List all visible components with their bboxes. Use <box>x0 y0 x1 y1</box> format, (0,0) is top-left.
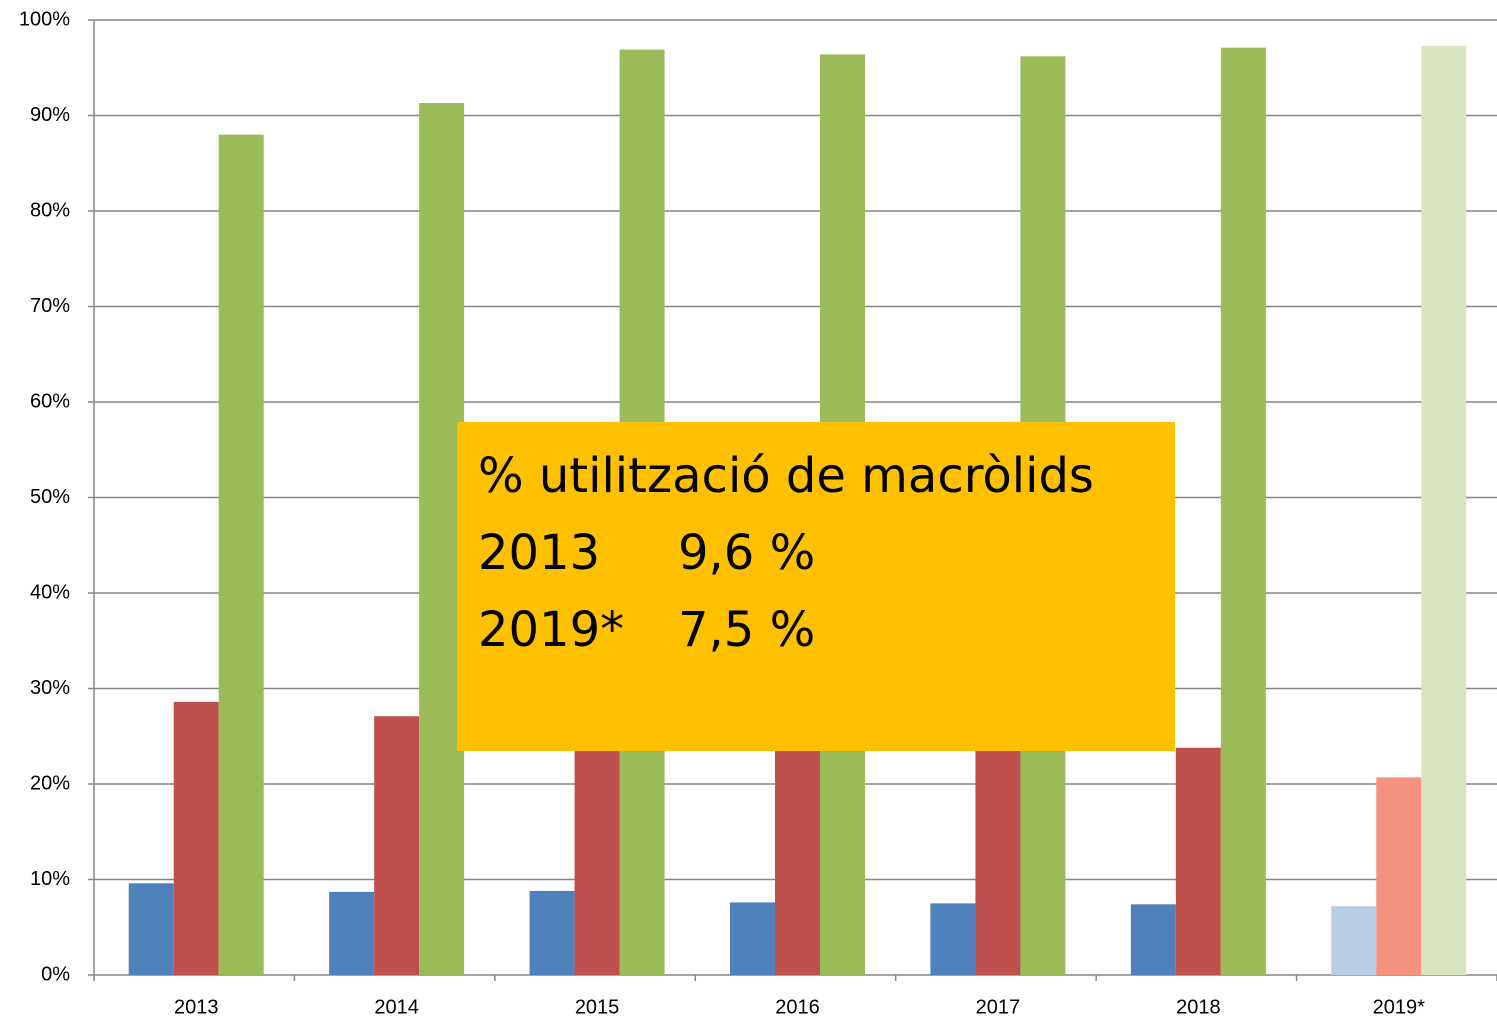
y-tick-label: 70% <box>30 295 70 317</box>
annotation-value: 7,5 % <box>678 602 815 658</box>
y-tick-label: 60% <box>30 390 70 412</box>
annotation: % utilització de macròlids 2013 9,6 % 20… <box>457 422 1175 751</box>
y-tick-label: 40% <box>30 581 70 603</box>
bar <box>329 891 375 975</box>
y-tick-label: 0% <box>41 963 70 985</box>
x-tick-label: 2018 <box>1176 996 1221 1018</box>
y-tick-label: 50% <box>30 486 70 508</box>
x-tick-label: 2016 <box>775 996 820 1018</box>
bar <box>930 903 976 975</box>
x-tick-label: 2019* <box>1373 996 1425 1018</box>
x-tick-label: 2015 <box>575 996 620 1018</box>
bar <box>574 736 620 975</box>
x-tick-label: 2013 <box>174 996 219 1018</box>
bar <box>1331 906 1377 975</box>
y-tick-label: 30% <box>30 677 70 699</box>
annotation-label: 2019* <box>478 602 624 658</box>
bar <box>128 883 174 975</box>
bar <box>1376 777 1422 975</box>
bar <box>419 103 465 975</box>
bar <box>775 741 820 975</box>
bar <box>1175 747 1221 975</box>
annotation-title: % utilització de macròlids <box>478 448 1094 504</box>
bar <box>529 890 575 975</box>
bar <box>1130 904 1176 975</box>
x-tick-label: 2014 <box>374 996 419 1018</box>
x-tick-label: 2017 <box>976 996 1021 1018</box>
y-tick-label: 100% <box>19 8 70 30</box>
annotation-value: 9,6 % <box>678 525 815 581</box>
bar <box>730 902 775 975</box>
y-tick-label: 20% <box>30 772 70 794</box>
bar <box>218 134 264 976</box>
annotation-box <box>457 422 1175 751</box>
y-tick-label: 80% <box>30 199 70 221</box>
annotation-label: 2013 <box>478 525 600 581</box>
bar <box>173 701 219 975</box>
bar <box>1421 45 1467 976</box>
bar <box>1220 47 1266 975</box>
y-tick-label: 10% <box>30 868 70 890</box>
y-tick-label: 90% <box>30 104 70 126</box>
bar <box>374 716 420 975</box>
bar <box>975 745 1021 975</box>
